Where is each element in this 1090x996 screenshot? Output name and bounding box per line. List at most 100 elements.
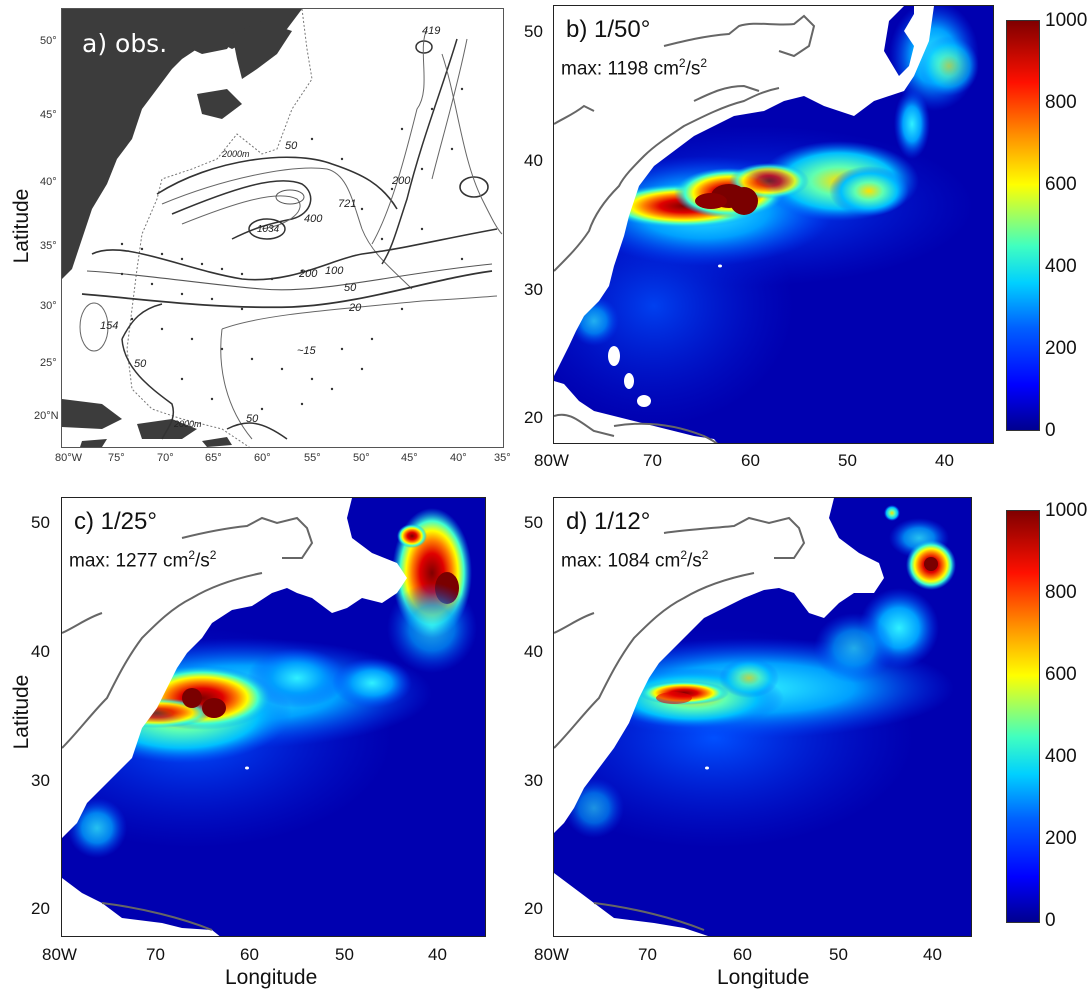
x-tick: 60 — [733, 945, 752, 964]
panel-a-map-drawing: 2000m 50 200 721 1034 400 200 100 50 20 … — [62, 9, 503, 447]
max-unit-text: /s — [687, 550, 702, 572]
svg-text:200: 200 — [391, 175, 411, 187]
panel-d-max-annotation: max: 1084 cm2/s2 — [561, 548, 708, 572]
y-tick: 35° — [40, 240, 57, 252]
x-axis-title-c: Longitude — [225, 966, 318, 989]
x-tick: 70 — [638, 945, 657, 964]
svg-text:1034: 1034 — [257, 224, 280, 235]
y-tick: 45° — [40, 109, 57, 121]
superscript: 2 — [209, 548, 217, 562]
svg-text:50: 50 — [344, 282, 357, 294]
max-value-text: max: 1277 cm — [69, 550, 189, 572]
x-tick: 40 — [428, 945, 447, 964]
x-tick: 50 — [335, 945, 354, 964]
colorbar-tick: 200 — [1045, 338, 1077, 359]
y-tick: 25° — [40, 357, 57, 369]
y-tick: 40 — [524, 642, 543, 661]
y-tick: 30 — [524, 771, 543, 790]
svg-text:154: 154 — [100, 320, 118, 332]
y-axis-title-bottom: Latitude — [10, 674, 33, 750]
panel-b-heatmap — [554, 6, 993, 443]
y-tick: 50 — [524, 22, 543, 41]
svg-text:50: 50 — [134, 358, 147, 370]
panel-a-observations: 2000m 50 200 721 1034 400 200 100 50 20 … — [0, 0, 520, 470]
svg-text:200: 200 — [298, 268, 318, 280]
colorbar-tick: 0 — [1045, 420, 1056, 441]
colorbar-tick: 200 — [1045, 828, 1077, 849]
svg-text:50: 50 — [246, 413, 259, 425]
colorbar-tick: 1000 — [1045, 500, 1088, 521]
svg-text:100: 100 — [325, 265, 344, 277]
svg-text:721: 721 — [338, 198, 356, 210]
x-tick: 35° — [494, 452, 511, 464]
x-tick: 40 — [935, 451, 954, 470]
y-tick: 50° — [40, 35, 57, 47]
colorbar-tick: 800 — [1045, 92, 1077, 113]
superscript: 2 — [701, 548, 709, 562]
x-axis-title-d: Longitude — [717, 966, 810, 989]
colorbar-tick: 1000 — [1045, 10, 1088, 31]
max-value-text: max: 1084 cm — [561, 550, 681, 572]
y-tick: 20 — [524, 408, 543, 427]
max-unit-text: /s — [685, 58, 701, 80]
superscript: 2 — [678, 56, 686, 70]
panel-b-max-annotation: max: 1198 cm2/s2 — [561, 56, 707, 80]
panel-d-heatmap — [554, 498, 971, 936]
colorbar-tick: 400 — [1045, 746, 1077, 767]
svg-text:2000m: 2000m — [173, 419, 202, 429]
y-tick: 50 — [524, 513, 543, 532]
y-tick: 30 — [524, 280, 543, 299]
panel-d-title: d) 1/12° — [566, 508, 651, 535]
x-tick: 80W — [534, 451, 569, 470]
panel-a-title: a) obs. — [82, 29, 168, 58]
svg-text:400: 400 — [304, 213, 323, 225]
y-tick: 40 — [31, 642, 50, 661]
y-tick: 40° — [40, 176, 57, 188]
x-tick: 80°W — [55, 452, 83, 464]
x-tick: 50° — [353, 452, 370, 464]
colorbar-tick: 600 — [1045, 664, 1077, 685]
y-tick: 30 — [31, 771, 50, 790]
svg-text:50: 50 — [285, 140, 298, 152]
colorbar-tick: 600 — [1045, 174, 1077, 195]
x-tick: 40 — [923, 945, 942, 964]
max-value-text: max: 1198 cm — [561, 58, 679, 80]
x-tick: 60 — [240, 945, 259, 964]
x-tick: 55° — [304, 452, 321, 464]
panel-c-heatmap — [62, 498, 485, 936]
panel-d-map: d) 1/12° max: 1084 cm2/s2 — [553, 497, 972, 937]
superscript: 2 — [188, 548, 196, 562]
colorbar-tick: 400 — [1045, 256, 1077, 277]
svg-text:2000m: 2000m — [221, 149, 250, 159]
panel-b-map: b) 1/50° max: 1198 cm2/s2 — [553, 5, 994, 444]
x-tick: 60 — [741, 451, 760, 470]
x-tick: 65° — [205, 452, 222, 464]
colorbar-bottom — [1006, 510, 1040, 923]
x-tick: 70 — [643, 451, 662, 470]
y-tick: 50 — [31, 513, 50, 532]
max-unit-text: /s — [195, 550, 210, 572]
y-tick: 20 — [524, 899, 543, 918]
panel-c-map: c) 1/25° max: 1277 cm2/s2 — [61, 497, 486, 937]
x-tick: 80W — [42, 945, 77, 964]
x-tick: 70° — [157, 452, 174, 464]
x-tick: 80W — [534, 945, 569, 964]
panel-c-title: c) 1/25° — [74, 508, 157, 535]
y-tick: 30° — [40, 300, 57, 312]
y-tick: 20°N — [34, 410, 59, 422]
colorbar-tick: 800 — [1045, 582, 1077, 603]
y-tick: 40 — [524, 151, 543, 170]
colorbar-top — [1006, 20, 1040, 431]
panel-b-title: b) 1/50° — [566, 16, 651, 43]
svg-text:~15: ~15 — [297, 345, 317, 357]
superscript: 2 — [700, 56, 708, 70]
panel-c-max-annotation: max: 1277 cm2/s2 — [69, 548, 216, 572]
x-tick: 50 — [838, 451, 857, 470]
x-tick: 45° — [401, 452, 418, 464]
svg-text:20: 20 — [348, 302, 362, 314]
panel-a-map: 2000m 50 200 721 1034 400 200 100 50 20 … — [61, 8, 504, 448]
x-tick: 40° — [450, 452, 467, 464]
x-tick: 70 — [146, 945, 165, 964]
x-tick: 50 — [829, 945, 848, 964]
svg-text:419: 419 — [422, 25, 440, 37]
